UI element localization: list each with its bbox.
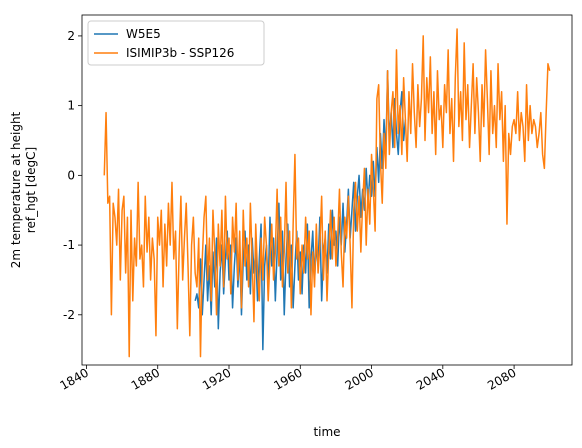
legend-label: ISIMIP3b - SSP126 xyxy=(126,46,234,60)
x-tick-label: 2040 xyxy=(414,365,447,392)
y-tick-label: 2 xyxy=(67,29,75,43)
x-tick-label: 2000 xyxy=(343,365,376,392)
x-tick-label: 1880 xyxy=(129,365,162,392)
x-axis-label: time xyxy=(313,425,340,439)
y-axis-label: 2m temperature at height xyxy=(9,111,23,268)
legend-label: W5E5 xyxy=(126,27,161,41)
series-line xyxy=(103,28,551,358)
x-tick-label: 1920 xyxy=(200,365,233,392)
y-axis-label: ref_hgt [degC] xyxy=(24,147,38,233)
y-tick-label: 1 xyxy=(67,99,75,113)
y-tick-label: -2 xyxy=(63,308,75,322)
x-tick-label: 1960 xyxy=(271,365,304,392)
plot-frame xyxy=(81,14,573,366)
y-tick-label: -1 xyxy=(63,238,75,252)
y-tick-label: 0 xyxy=(67,168,75,182)
x-tick-label: 2080 xyxy=(485,365,518,392)
x-tick-label: 1840 xyxy=(58,365,91,392)
legend-box xyxy=(87,20,265,66)
